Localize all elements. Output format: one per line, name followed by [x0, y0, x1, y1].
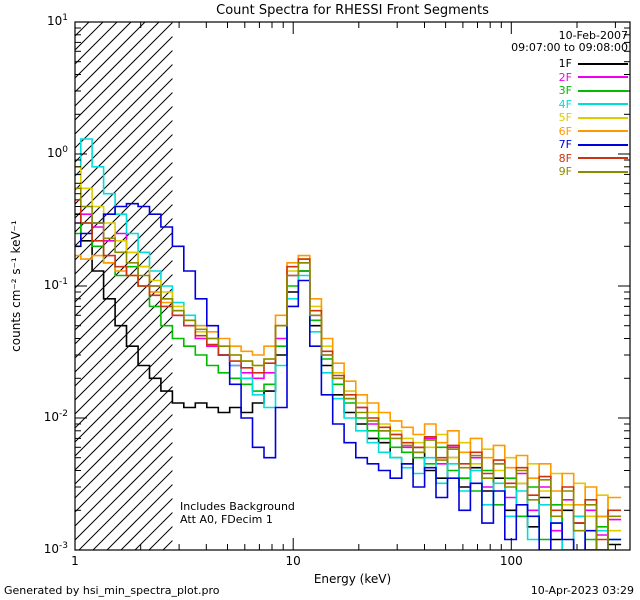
observation-time-range: 09:07:00 to 09:08:00 — [511, 41, 628, 54]
legend-line-swatch — [578, 76, 628, 79]
legend-line-swatch — [578, 103, 628, 106]
chart-title: Count Spectra for RHESSI Front Segments — [216, 3, 489, 18]
x-axis-title: Energy (keV) — [313, 572, 392, 586]
legend-item-4F: 4F — [559, 98, 628, 112]
legend-label: 7F — [558, 138, 572, 152]
footer-generated-by: Generated by hsi_min_spectra_plot.pro — [4, 584, 220, 597]
note-attenuator-state: Att A0, FDecim 1 — [180, 513, 273, 526]
series-line-7F — [75, 202, 622, 550]
legend-line-swatch — [578, 89, 628, 92]
legend-line-swatch — [578, 62, 628, 65]
legend-item-6F: 6F — [559, 125, 628, 139]
legend-item-7F: 7F — [559, 138, 628, 152]
observation-date: 10-Feb-2007 — [558, 29, 628, 42]
excluded-region-hatch — [75, 22, 173, 550]
legend-line-swatch — [578, 130, 628, 133]
legend-label: 5F — [558, 111, 572, 125]
legend-label: 3F — [558, 84, 572, 98]
legend-line-swatch — [578, 170, 628, 173]
legend-label: 1F — [558, 57, 572, 71]
legend-item-1F: 1F — [559, 57, 628, 71]
legend-line-swatch — [578, 143, 628, 146]
y-axis-title: counts cm⁻² s⁻¹ keV⁻¹ — [9, 220, 23, 352]
legend-item-5F: 5F — [559, 111, 628, 125]
legend-line-swatch — [578, 157, 628, 160]
legend: 1F 2F 3F 4F 5F 6F 7F 8F 9F — [559, 57, 628, 179]
legend-item-2F: 2F — [559, 71, 628, 85]
legend-label: 6F — [558, 124, 572, 138]
legend-line-swatch — [578, 116, 628, 119]
legend-item-8F: 8F — [559, 152, 628, 166]
series-line-9F — [75, 187, 622, 550]
legend-label: 8F — [558, 151, 572, 165]
footer-datetime: 10-Apr-2023 03:29 — [530, 584, 634, 597]
legend-label: 2F — [558, 70, 572, 84]
legend-item-3F: 3F — [559, 84, 628, 98]
legend-item-9F: 9F — [559, 165, 628, 179]
plot-frame — [74, 21, 631, 551]
note-includes-background: Includes Background — [180, 500, 295, 513]
legend-label: 4F — [558, 97, 572, 111]
legend-label: 9F — [558, 165, 572, 179]
